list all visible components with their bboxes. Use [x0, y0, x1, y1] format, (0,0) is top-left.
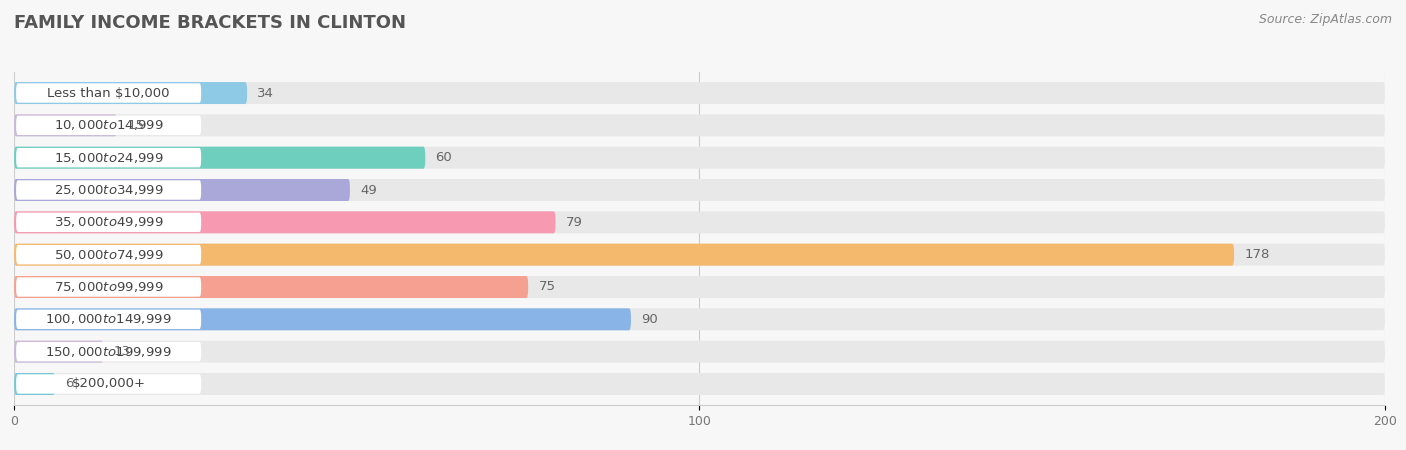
FancyBboxPatch shape: [14, 373, 1385, 395]
Text: $150,000 to $199,999: $150,000 to $199,999: [45, 345, 172, 359]
Text: $15,000 to $24,999: $15,000 to $24,999: [53, 151, 163, 165]
Text: 13: 13: [114, 345, 131, 358]
Text: 34: 34: [257, 86, 274, 99]
FancyBboxPatch shape: [14, 147, 425, 169]
FancyBboxPatch shape: [15, 310, 201, 329]
FancyBboxPatch shape: [14, 308, 1385, 330]
FancyBboxPatch shape: [15, 180, 201, 200]
FancyBboxPatch shape: [14, 212, 555, 234]
Text: Source: ZipAtlas.com: Source: ZipAtlas.com: [1258, 14, 1392, 27]
FancyBboxPatch shape: [15, 213, 201, 232]
FancyBboxPatch shape: [14, 82, 1385, 104]
FancyBboxPatch shape: [14, 276, 529, 298]
FancyBboxPatch shape: [14, 308, 631, 330]
FancyBboxPatch shape: [15, 83, 201, 103]
Text: 60: 60: [436, 151, 453, 164]
Text: 15: 15: [127, 119, 145, 132]
FancyBboxPatch shape: [14, 276, 1385, 298]
Text: $100,000 to $149,999: $100,000 to $149,999: [45, 312, 172, 326]
Text: 49: 49: [360, 184, 377, 197]
Text: $25,000 to $34,999: $25,000 to $34,999: [53, 183, 163, 197]
FancyBboxPatch shape: [14, 179, 1385, 201]
Text: Less than $10,000: Less than $10,000: [48, 86, 170, 99]
FancyBboxPatch shape: [15, 374, 201, 394]
FancyBboxPatch shape: [14, 114, 117, 136]
FancyBboxPatch shape: [14, 341, 1385, 363]
Text: $10,000 to $14,999: $10,000 to $14,999: [53, 118, 163, 132]
FancyBboxPatch shape: [14, 147, 1385, 169]
Text: 79: 79: [565, 216, 582, 229]
FancyBboxPatch shape: [15, 116, 201, 135]
Text: $50,000 to $74,999: $50,000 to $74,999: [53, 248, 163, 261]
Text: $35,000 to $49,999: $35,000 to $49,999: [53, 216, 163, 230]
FancyBboxPatch shape: [14, 341, 103, 363]
FancyBboxPatch shape: [14, 179, 350, 201]
Text: $200,000+: $200,000+: [72, 378, 146, 391]
FancyBboxPatch shape: [14, 243, 1234, 266]
FancyBboxPatch shape: [15, 342, 201, 361]
FancyBboxPatch shape: [14, 114, 1385, 136]
Text: $75,000 to $99,999: $75,000 to $99,999: [53, 280, 163, 294]
Text: 75: 75: [538, 280, 555, 293]
Text: 178: 178: [1244, 248, 1270, 261]
FancyBboxPatch shape: [14, 243, 1385, 266]
FancyBboxPatch shape: [14, 373, 55, 395]
FancyBboxPatch shape: [15, 245, 201, 264]
FancyBboxPatch shape: [15, 277, 201, 297]
FancyBboxPatch shape: [15, 148, 201, 167]
Text: 6: 6: [66, 378, 75, 391]
Text: FAMILY INCOME BRACKETS IN CLINTON: FAMILY INCOME BRACKETS IN CLINTON: [14, 14, 406, 32]
FancyBboxPatch shape: [14, 212, 1385, 234]
FancyBboxPatch shape: [14, 82, 247, 104]
Text: 90: 90: [641, 313, 658, 326]
